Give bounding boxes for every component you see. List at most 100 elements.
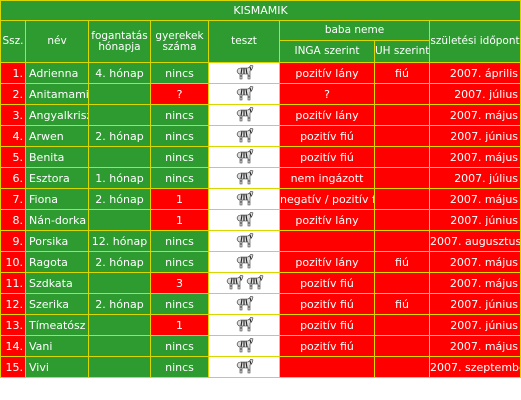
- row-name: Anitamami: [25, 83, 89, 105]
- row-children: nincs: [150, 335, 209, 357]
- row-name: Vani: [25, 335, 89, 357]
- zebra-icon: [234, 170, 254, 186]
- row-children: nincs: [150, 62, 209, 84]
- row-test: [208, 125, 280, 147]
- row-num: 13.: [0, 314, 26, 336]
- row-name: Benita: [25, 146, 89, 168]
- row-uh: [374, 314, 430, 336]
- table-row: 13. Tímeatósz 1 pozitív fiú 2007. június: [0, 314, 521, 336]
- row-name: Fiona: [25, 188, 89, 210]
- row-uh: [374, 230, 430, 252]
- header-sex: baba neme: [279, 20, 430, 41]
- row-children: 1: [150, 209, 209, 231]
- row-test: [208, 356, 280, 378]
- row-num: 7.: [0, 188, 26, 210]
- row-birth: 2007. szeptember: [428, 356, 521, 378]
- row-birth: 2007. június: [428, 293, 521, 315]
- table-row: 3. Angyalkrisz nincs pozitív lány 2007. máju…: [0, 104, 521, 126]
- row-children: 3: [150, 272, 209, 294]
- row-inga: ?: [279, 83, 375, 105]
- row-num: 5.: [0, 146, 26, 168]
- row-conception: [88, 209, 151, 231]
- row-uh: [374, 356, 430, 378]
- row-conception: [88, 146, 151, 168]
- row-children: nincs: [150, 146, 209, 168]
- zebra-icon: [234, 86, 254, 102]
- row-name: Tímeatósz: [25, 314, 89, 336]
- row-birth: 2007. június: [428, 314, 521, 336]
- row-name: Vivi: [25, 356, 89, 378]
- row-test: [208, 314, 280, 336]
- row-children: ?: [150, 83, 209, 105]
- row-num: 10.: [0, 251, 26, 273]
- row-inga: pozitív lány: [279, 251, 375, 273]
- table-row: 2. Anitamami?? 2007. július: [0, 83, 521, 105]
- row-children: nincs: [150, 167, 209, 189]
- row-test: [208, 83, 280, 105]
- table-row: 6. Esztora 1. hónap nincs nem ingázott 2007. …: [0, 167, 521, 189]
- row-inga: pozitív fiú: [279, 146, 375, 168]
- zebra-icon: [224, 275, 244, 291]
- row-num: 2.: [0, 83, 26, 105]
- zebra-icon: [234, 317, 254, 333]
- row-name: Szerika: [25, 293, 89, 315]
- table-row: 12. Szerika 2. hónap nincs pozitív fiú fiú 200…: [0, 293, 521, 315]
- zebra-icon: [234, 191, 254, 207]
- row-uh: [374, 188, 430, 210]
- zebra-icon: [234, 359, 254, 375]
- row-children: nincs: [150, 230, 209, 252]
- row-num: 1.: [0, 62, 26, 84]
- row-num: 6.: [0, 167, 26, 189]
- row-test: [208, 104, 280, 126]
- row-conception: [88, 104, 151, 126]
- zebra-icon: [234, 296, 254, 312]
- header-name: név: [25, 20, 89, 63]
- header-test: teszt: [208, 20, 280, 63]
- row-inga: [279, 230, 375, 252]
- kismamik-table: KISMAMIK Ssz. név fogantatás hónapja gye…: [0, 0, 521, 378]
- row-conception: 4. hónap: [88, 62, 151, 84]
- row-test: [208, 146, 280, 168]
- row-birth: 2007. július: [428, 167, 521, 189]
- header-num: Ssz.: [0, 20, 26, 63]
- row-birth: 2007. május: [428, 251, 521, 273]
- row-uh: [374, 104, 430, 126]
- row-uh: [374, 83, 430, 105]
- zebra-icon: [234, 107, 254, 123]
- row-birth: 2007. május: [428, 146, 521, 168]
- zebra-icon: [234, 65, 254, 81]
- row-uh: fiú: [374, 293, 430, 315]
- row-name: Porsika: [25, 230, 89, 252]
- row-conception: [88, 272, 151, 294]
- row-inga: pozitív fiú: [279, 125, 375, 147]
- row-inga: [279, 356, 375, 378]
- row-num: 15.: [0, 356, 26, 378]
- row-uh: [374, 125, 430, 147]
- row-inga: pozitív fiú: [279, 314, 375, 336]
- row-test: [208, 251, 280, 273]
- row-conception: 2. hónap: [88, 125, 151, 147]
- table-row: 5. Benita nincs pozitív fiú 2007. május: [0, 146, 521, 168]
- row-num: 3.: [0, 104, 26, 126]
- header-uh: UH szerint: [374, 40, 430, 63]
- table-row: 4. Arwen 2. hónap nincs pozitív fiú 2007. jún…: [0, 125, 521, 147]
- row-num: 11.: [0, 272, 26, 294]
- row-name: Ragota: [25, 251, 89, 273]
- table-row: 15. Vivi nincs 2007. szeptember: [0, 356, 521, 378]
- row-conception: [88, 335, 151, 357]
- row-children: nincs: [150, 104, 209, 126]
- row-children: 1: [150, 188, 209, 210]
- row-birth: 2007. augusztus: [428, 230, 521, 252]
- row-children: 1: [150, 314, 209, 336]
- table-title: KISMAMIK: [0, 0, 521, 21]
- row-birth: 2007. május: [428, 188, 521, 210]
- table-row: 8. Nán-dorka 1 pozitív lány 2007. június: [0, 209, 521, 231]
- row-uh: [374, 167, 430, 189]
- row-inga: pozitív lány: [279, 209, 375, 231]
- row-test: [208, 335, 280, 357]
- table-row: 11. Szdkata 3 pozitív fiú 2007. május: [0, 272, 521, 294]
- header-children: gyerekek száma: [150, 20, 209, 63]
- row-children: nincs: [150, 356, 209, 378]
- row-test: [208, 167, 280, 189]
